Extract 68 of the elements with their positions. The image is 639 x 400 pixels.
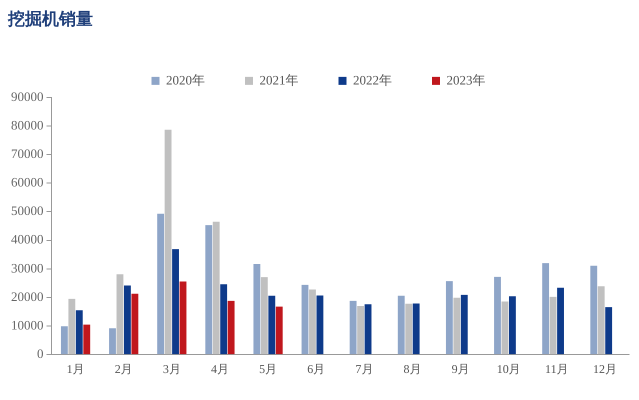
bar [398, 296, 405, 354]
bar [131, 294, 138, 354]
x-tick-label: 7月 [355, 362, 374, 376]
bar [598, 286, 605, 354]
bar [220, 284, 228, 354]
bar [76, 310, 83, 354]
bar [302, 284, 308, 354]
bar [164, 130, 172, 354]
bar [508, 296, 516, 354]
bar [212, 222, 220, 354]
bar [60, 326, 68, 354]
y-tick-label: 20000 [11, 288, 44, 304]
bar [205, 225, 212, 354]
bar [124, 285, 131, 354]
x-tick-label: 6月 [307, 362, 326, 376]
x-tick-label: 1月 [66, 362, 85, 376]
bar [412, 303, 420, 354]
bar [109, 328, 116, 354]
bar [453, 298, 460, 354]
bar [68, 298, 76, 354]
bar [253, 264, 260, 354]
legend-label: 2021年 [260, 72, 298, 88]
chart-title: 挖掘机销量 [7, 10, 93, 29]
y-tick-label: 30000 [11, 260, 44, 276]
bar [116, 274, 124, 354]
bar [605, 307, 612, 354]
y-tick-label: 60000 [11, 174, 44, 190]
y-tick-label: 70000 [11, 146, 44, 161]
x-tick-label: 5月 [259, 362, 278, 376]
y-tick-label: 10000 [11, 317, 44, 332]
bar [157, 214, 164, 354]
x-tick-label: 2月 [114, 362, 133, 376]
bar [405, 304, 412, 354]
bar [228, 300, 235, 354]
bar [172, 249, 179, 354]
x-tick-label: 12月 [592, 362, 617, 376]
bar [502, 301, 508, 354]
bar [542, 263, 550, 354]
bar [83, 324, 90, 354]
y-tick-label: 40000 [11, 232, 44, 247]
y-tick-label: 80000 [11, 117, 44, 132]
y-tick-label: 90000 [11, 88, 44, 104]
bar [276, 306, 283, 354]
bar [550, 296, 557, 354]
x-tick-label: 4月 [210, 362, 229, 376]
bar [460, 294, 468, 354]
y-tick-label: 50000 [11, 203, 44, 218]
bar [590, 266, 598, 354]
bar [260, 277, 268, 354]
x-tick-label: 3月 [162, 362, 181, 376]
bar [180, 281, 186, 354]
bar [268, 296, 276, 354]
x-tick-label: 8月 [403, 362, 422, 376]
bar [446, 281, 453, 354]
bar [350, 300, 357, 354]
bar [316, 295, 324, 354]
bar [364, 304, 372, 354]
bar [309, 289, 316, 354]
x-tick-label: 11月 [545, 362, 569, 376]
bar [357, 306, 364, 354]
x-tick-label: 10月 [496, 362, 521, 376]
bar [557, 288, 564, 354]
y-tick-label: 0 [37, 346, 44, 362]
legend-label: 2020年 [166, 72, 205, 88]
legend-label: 2023年 [446, 72, 486, 88]
x-tick-label: 9月 [452, 362, 470, 376]
legend-label: 2022年 [353, 72, 392, 88]
bar [494, 276, 501, 354]
